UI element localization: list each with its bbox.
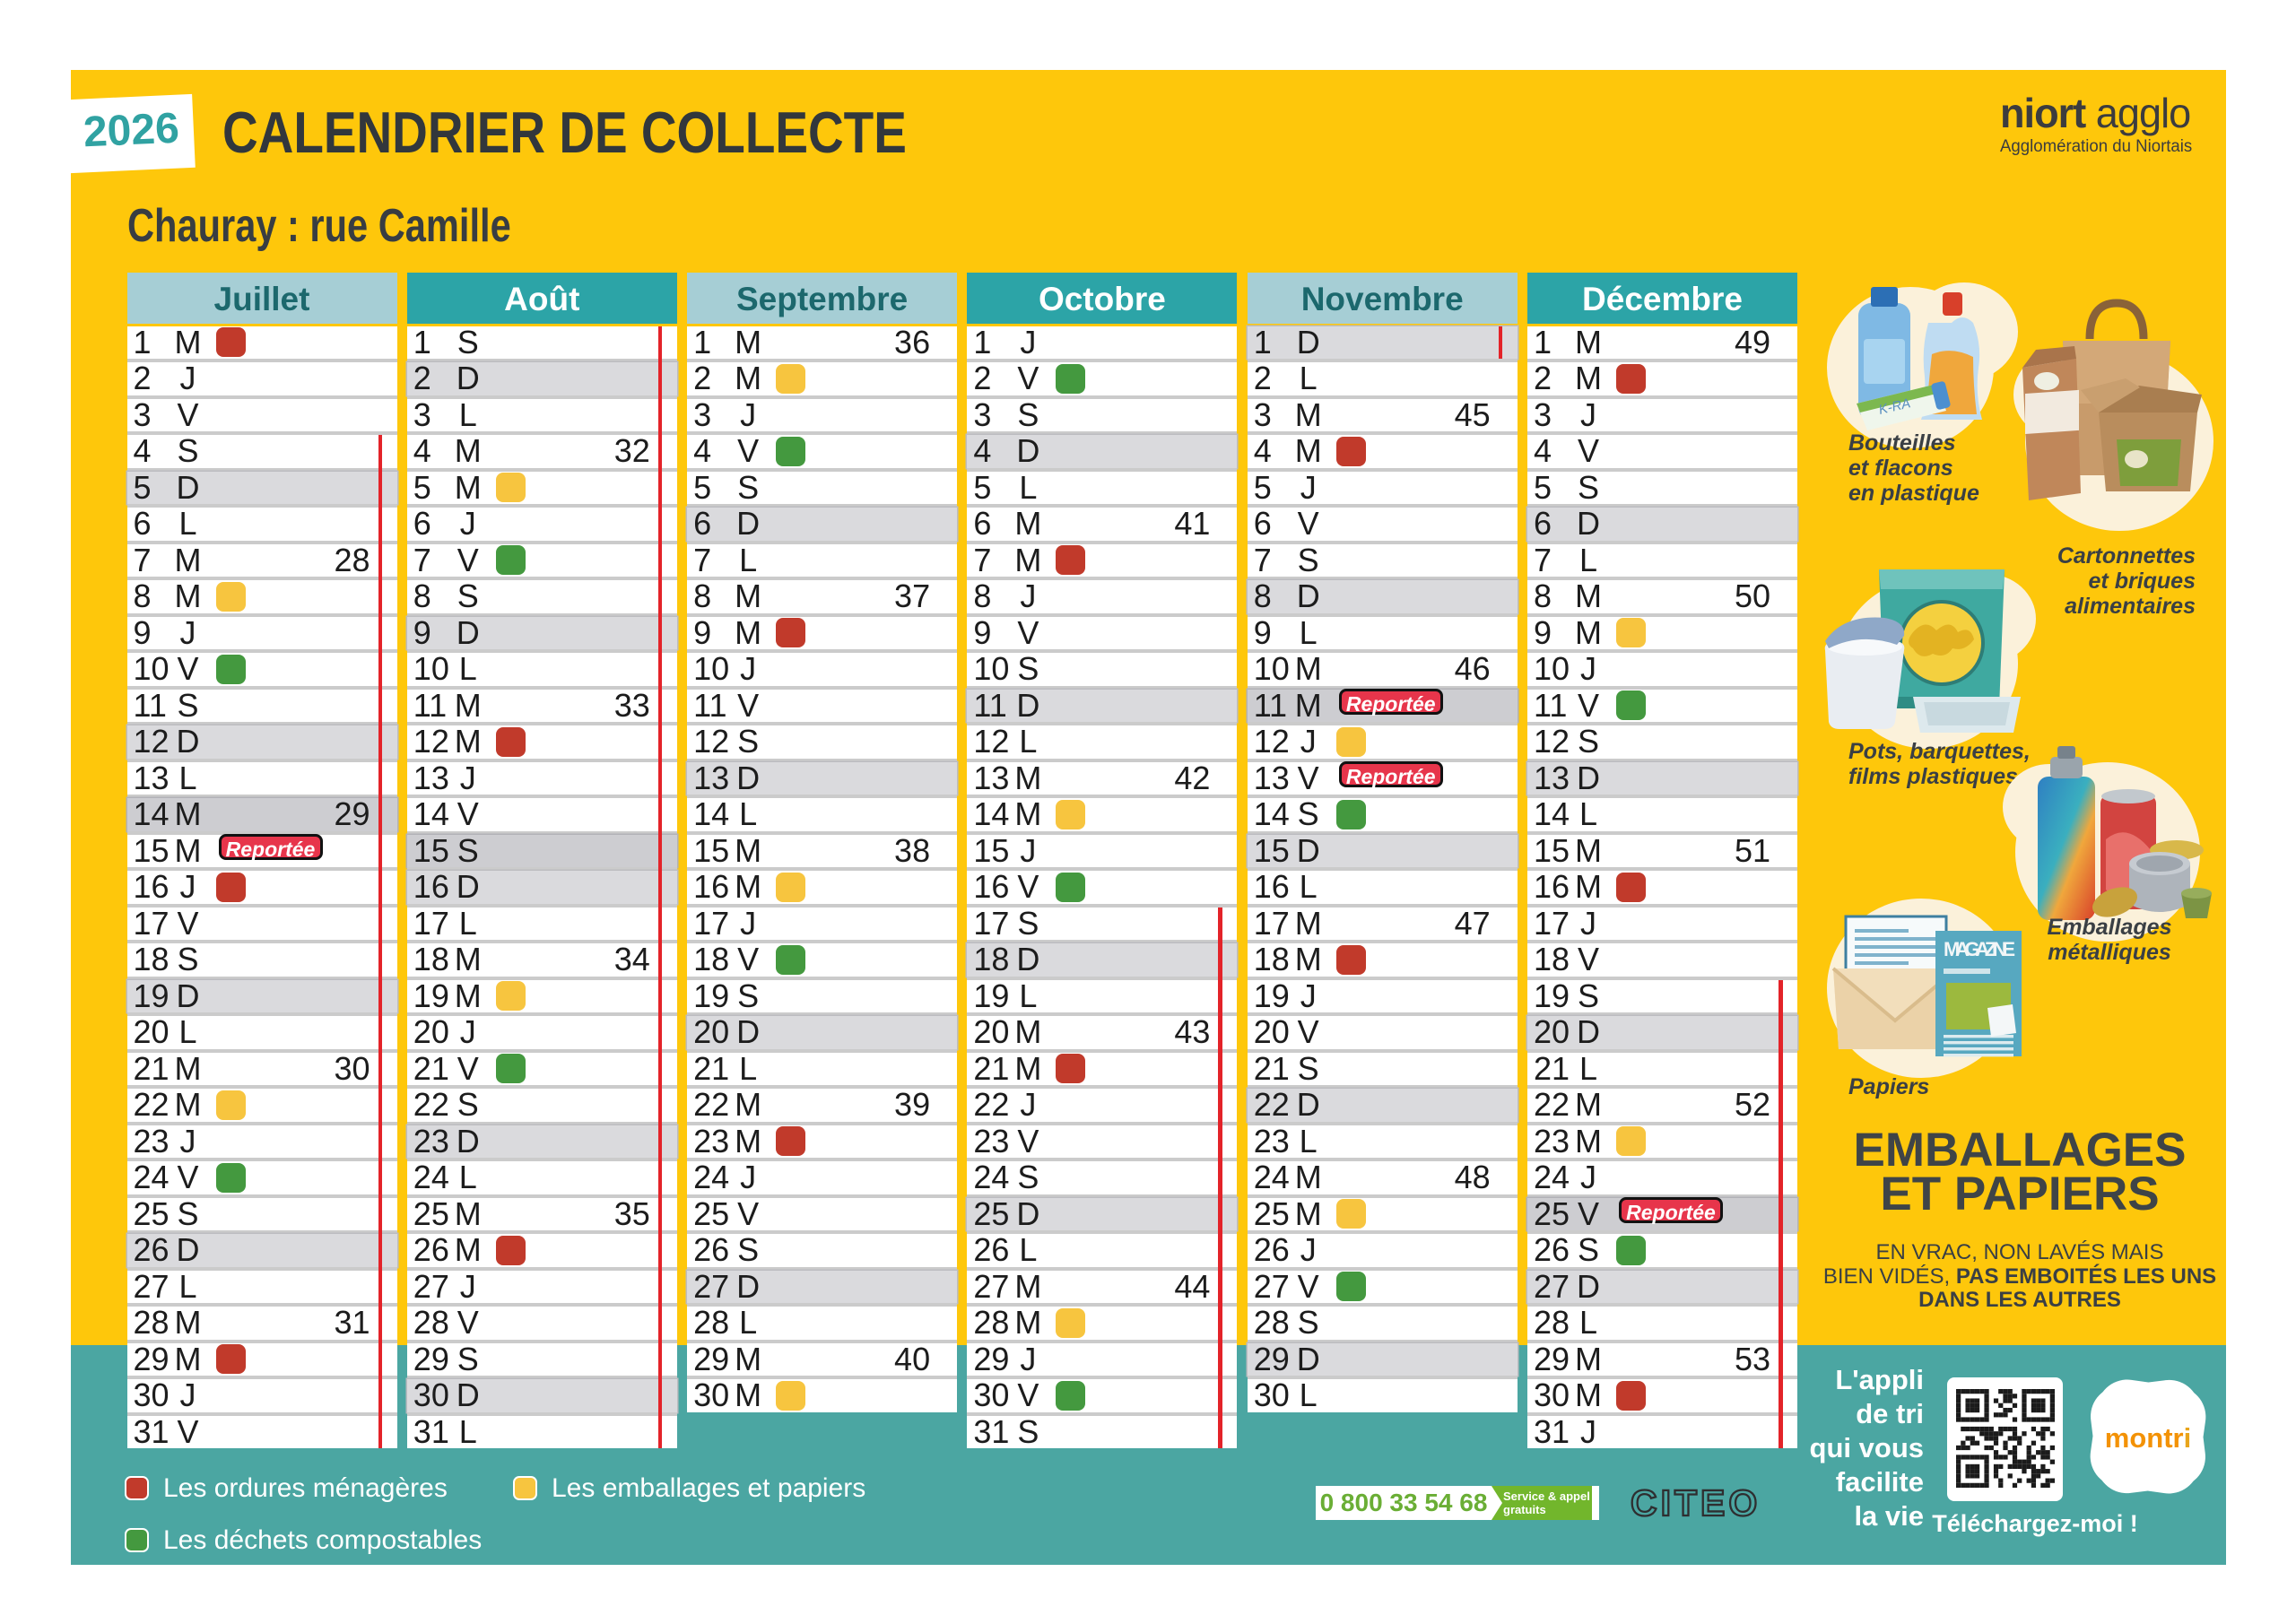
svg-text:Pots, barquettes,: Pots, barquettes, — [1848, 739, 2031, 764]
svg-text:films plastiques: films plastiques — [1848, 764, 2018, 789]
svg-text:Bouteilles: Bouteilles — [1848, 430, 1956, 456]
svg-text:Emballages: Emballages — [2048, 915, 2172, 940]
svg-text:alimentaires: alimentaires — [2065, 594, 2196, 619]
svg-text:en plastique: en plastique — [1848, 481, 1979, 506]
svg-text:Cartonnettes: Cartonnettes — [2057, 543, 2196, 569]
svg-text:Papiers: Papiers — [1848, 1074, 1929, 1099]
svg-text:métalliques: métalliques — [2048, 940, 2171, 965]
svg-text:MAGAZINE: MAGAZINE — [1944, 938, 2015, 960]
svg-text:et briques: et briques — [2089, 569, 2196, 594]
svg-text:et flacons: et flacons — [1848, 456, 1953, 481]
